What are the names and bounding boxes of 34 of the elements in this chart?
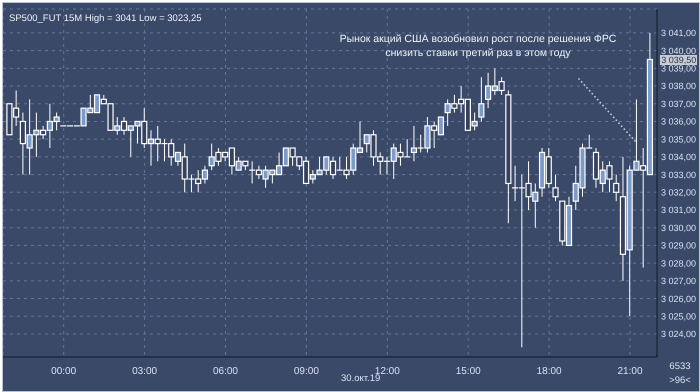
y-tick-label: 3 025,00 (661, 311, 696, 322)
candlestick (478, 76, 484, 122)
y-tick-label: 3 032,00 (661, 188, 696, 198)
y-tick-label: 3 030,00 (661, 222, 696, 233)
text: 6533 (668, 361, 692, 372)
y-tick-label: 3 028,00 (661, 258, 696, 268)
y-tick-label: 3 038,00 (661, 81, 696, 92)
annotation: Рынок акций США возобновил рост после решения ФРС снизить ставки третий раз в этом году (338, 32, 618, 60)
y-tick-label: 3 033,00 (661, 170, 696, 180)
annotation: 3 039,50 (660, 55, 698, 66)
y-tick-label: 3 027,00 (661, 276, 696, 286)
y-tick-label: 3 034,00 (661, 152, 696, 162)
candlestick (552, 174, 559, 202)
candlestick (613, 174, 620, 202)
x-tick-label: 06:00 (212, 366, 238, 377)
text: 30.окт.19 (341, 373, 380, 384)
x-tick-label: 18:00 (536, 366, 562, 377)
x-tick-label: 21:00 (618, 366, 643, 377)
x-tick-label: 00:00 (51, 366, 77, 377)
y-tick-label: 3 024,00 (661, 329, 696, 340)
y-tick-label: 3 029,00 (661, 240, 696, 251)
x-tick-label: 15:00 (456, 366, 482, 377)
y-tick-label: 3 026,00 (661, 294, 696, 304)
y-tick-label: 3 036,00 (661, 116, 696, 127)
y-tick-label: 3 041,00 (661, 28, 696, 38)
x-tick-label: 09:00 (294, 366, 320, 377)
y-tick-label: 3 039,00 (661, 64, 696, 74)
y-tick-label: 3 040,00 (661, 46, 696, 56)
x-tick-label: 03:00 (132, 366, 158, 377)
y-tick-label: 3 037,00 (661, 98, 696, 109)
chart-title: SP500_FUT 15M High = 3041 Low = 3023,25 (9, 13, 202, 24)
y-tick-label: 3 031,00 (661, 205, 696, 216)
y-tick-label: 3 035,00 (661, 134, 696, 144)
text: >96< (668, 375, 692, 386)
